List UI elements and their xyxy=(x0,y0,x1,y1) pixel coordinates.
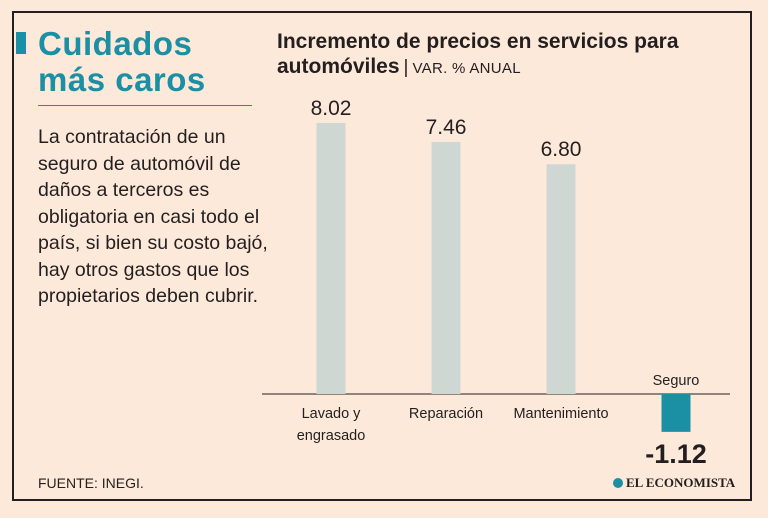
headline-line-1: Cuidados xyxy=(38,25,193,62)
chart-title: Incremento de precios en servicios para … xyxy=(277,29,747,81)
chart-title-text: Incremento de precios en servicios para … xyxy=(277,30,679,78)
title-separator: | xyxy=(403,57,409,78)
value-label: -1.12 xyxy=(645,439,707,469)
brand-logo: EL ECONOMISTA xyxy=(613,475,735,491)
chart-unit-label: VAR. % ANUAL xyxy=(412,60,521,77)
source-note: FUENTE: INEGI. xyxy=(38,475,144,491)
bar-reparaci-n xyxy=(431,141,461,394)
value-label: 8.02 xyxy=(311,97,352,120)
brand-name: EL ECONOMISTA xyxy=(626,475,736,490)
bar-seguro xyxy=(661,394,691,432)
category-label: engrasado xyxy=(297,428,366,444)
value-label: 6.80 xyxy=(541,138,582,161)
figure-frame xyxy=(12,11,752,501)
bar-lavado-y-engrasado xyxy=(316,123,346,394)
category-label: Reparación xyxy=(409,406,483,422)
headline-accent-bar xyxy=(16,32,26,54)
headline-rule xyxy=(38,105,252,106)
headline: Cuidados más caros xyxy=(38,26,206,98)
category-label: Mantenimiento xyxy=(513,406,608,422)
brand-icon xyxy=(613,478,623,488)
category-label: Seguro xyxy=(653,373,700,389)
body-text: La contratación de un seguro de automóvi… xyxy=(38,126,268,307)
category-label: Lavado y xyxy=(302,406,362,422)
headline-line-2: más caros xyxy=(38,61,206,98)
bar-mantenimiento xyxy=(546,164,576,394)
value-label: 7.46 xyxy=(426,116,467,139)
